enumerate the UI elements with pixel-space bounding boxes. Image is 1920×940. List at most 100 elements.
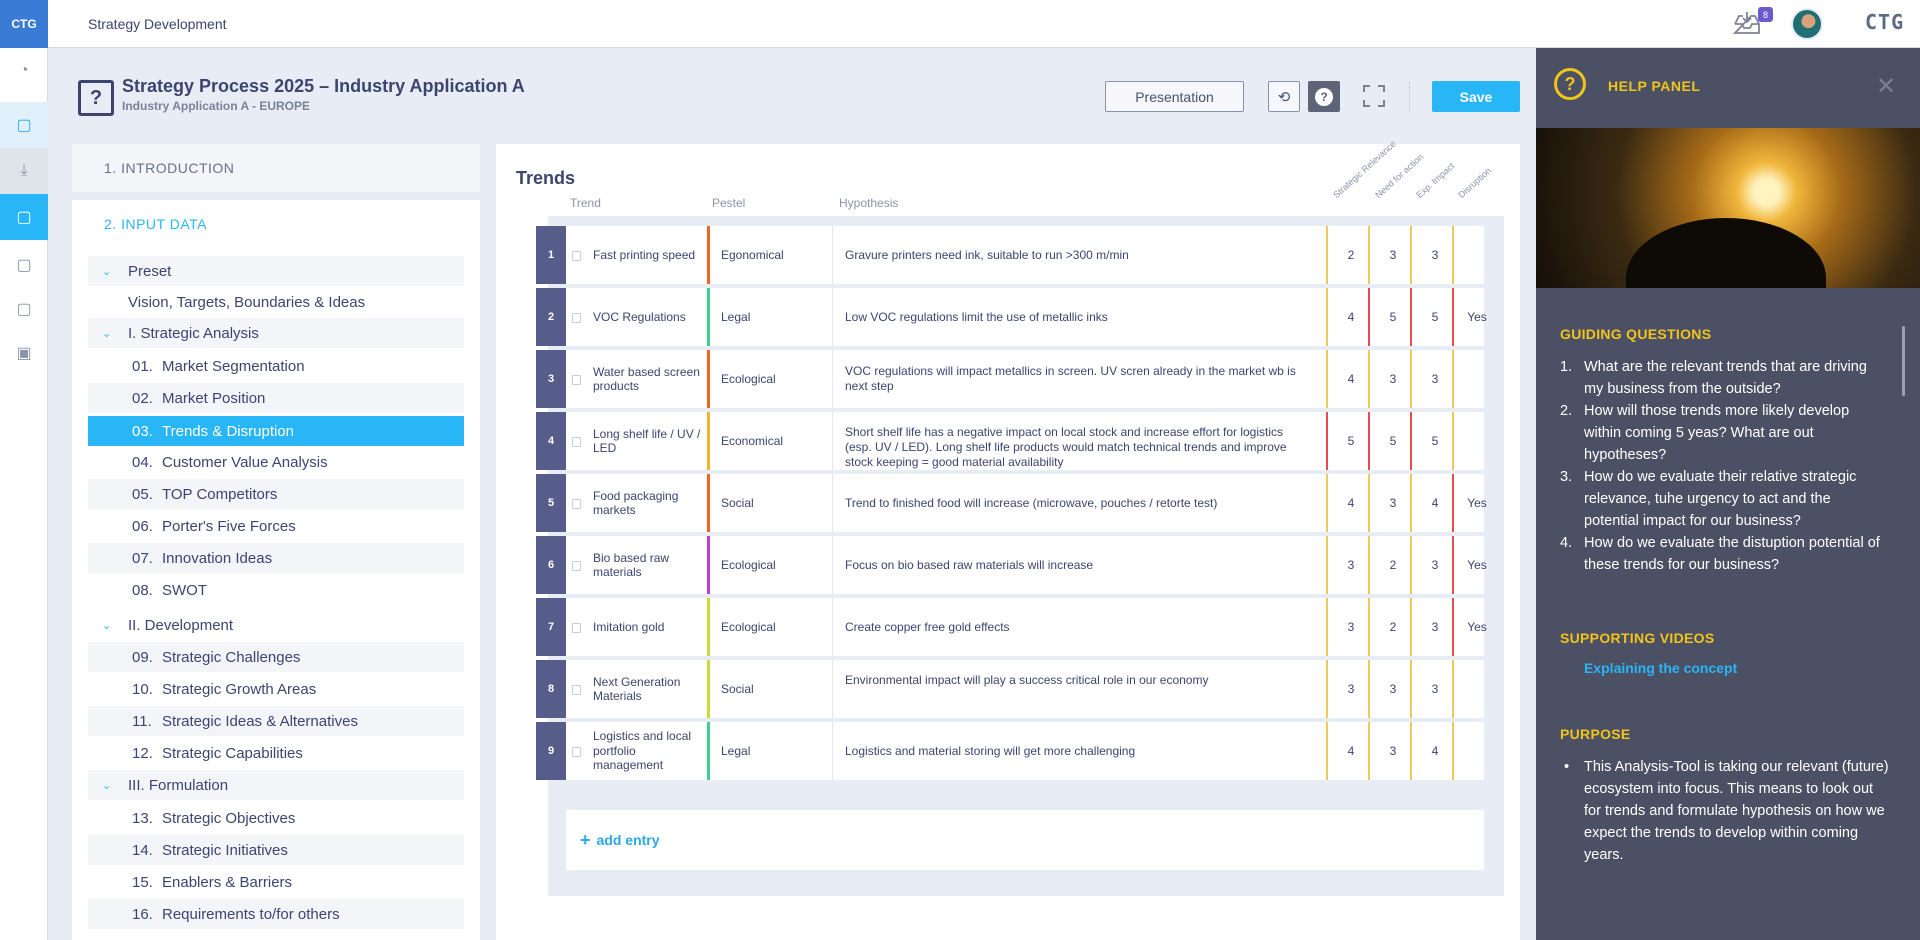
trend-cell[interactable]: VOC Regulations <box>593 309 686 324</box>
hypothesis-cell[interactable]: Focus on bio based raw materials will in… <box>845 557 1094 572</box>
trends-icon[interactable]: ▢ <box>0 194 48 240</box>
help-scrollbar[interactable] <box>1902 326 1905 396</box>
hypothesis-cell[interactable]: Short shelf life has a negative impact o… <box>845 425 1287 469</box>
note-icon[interactable] <box>572 313 581 323</box>
help-button[interactable]: ? <box>1308 81 1340 112</box>
score-cell[interactable]: 4 <box>1431 496 1439 510</box>
nav-item[interactable]: 14. Strategic Initiatives <box>88 835 464 865</box>
strategy-icon[interactable]: ▢ <box>0 102 48 148</box>
table-row[interactable]: Next Generation Materials Social Environme… <box>566 660 1484 718</box>
nav-item[interactable]: 01. Market Segmentation <box>132 357 305 375</box>
trend-cell[interactable]: Imitation gold <box>593 619 665 634</box>
row-number[interactable]: 4 <box>536 412 566 470</box>
pestel-cell[interactable]: Social <box>721 682 754 696</box>
nav-item-selected[interactable]: 03. Trends & Disruption <box>88 416 464 446</box>
pestel-cell[interactable]: Legal <box>721 744 751 758</box>
score-cell[interactable]: 3 <box>1389 372 1397 386</box>
score-cell[interactable]: 5 <box>1389 434 1397 448</box>
table-row[interactable]: Water based screen products Ecological VOC… <box>566 350 1484 408</box>
trend-cell[interactable]: Long shelf life / UV / LED <box>593 426 701 455</box>
score-cell[interactable]: 2 <box>1389 620 1397 634</box>
note-icon[interactable] <box>572 685 581 695</box>
hypothesis-cell[interactable]: Gravure printers need ink, suitable to r… <box>845 247 1129 262</box>
score-cell[interactable]: 5 <box>1389 310 1397 324</box>
nav-group-preset[interactable]: ⌄ Preset <box>88 256 464 286</box>
score-cell[interactable]: 3 <box>1347 558 1355 572</box>
nav-item[interactable]: 08. SWOT <box>132 581 207 599</box>
score-cell[interactable]: 3 <box>1431 248 1439 262</box>
nav-item[interactable]: 10. Strategic Growth Areas <box>132 680 317 698</box>
score-cell[interactable]: 3 <box>1431 558 1439 572</box>
table-row[interactable]: Fast printing speed Egonomical Gravure pri… <box>566 226 1484 284</box>
hypothesis-cell[interactable]: Trend to finished food will increase (mi… <box>845 495 1218 510</box>
nav-item[interactable]: 15. Enablers & Barriers <box>132 873 293 891</box>
note-icon[interactable] <box>572 499 581 509</box>
note-icon[interactable] <box>572 437 581 447</box>
disruption-cell[interactable] <box>1456 722 1498 780</box>
download-icon[interactable]: ⤓ <box>0 148 48 194</box>
presentation-button[interactable]: Presentation <box>1105 81 1244 112</box>
row-number[interactable]: 1 <box>536 226 566 284</box>
row-number[interactable]: 5 <box>536 474 566 532</box>
table-row[interactable]: Imitation gold Ecological Create copper fr… <box>566 598 1487 656</box>
question-icon[interactable]: ▢ <box>16 257 32 274</box>
hypothesis-cell[interactable]: Logistics and material storing will get … <box>845 743 1136 758</box>
nav-item[interactable]: 11. Strategic Ideas & Alternatives <box>88 706 464 736</box>
row-number[interactable]: 3 <box>536 350 566 408</box>
note-icon[interactable] <box>572 251 581 261</box>
nav-item[interactable]: 13. Strategic Objectives <box>132 809 296 827</box>
score-cell[interactable]: 3 <box>1347 620 1355 634</box>
score-cell[interactable]: 4 <box>1347 496 1355 510</box>
nav-item[interactable]: 09. Strategic Challenges <box>88 642 464 672</box>
hypothesis-cell[interactable]: Low VOC regulations limit the use of met… <box>845 309 1108 324</box>
score-cell[interactable]: 3 <box>1389 496 1397 510</box>
clipboard-icon[interactable]: ▣ <box>16 345 32 362</box>
disruption-cell[interactable]: Yes <box>1467 496 1487 510</box>
score-cell[interactable]: 4 <box>1347 372 1355 386</box>
nav-group-strategic-analysis[interactable]: ⌄ I. Strategic Analysis <box>88 318 464 348</box>
add-entry-button[interactable]: + add entry <box>566 810 1484 870</box>
row-number[interactable]: 7 <box>536 598 566 656</box>
score-cell[interactable]: 3 <box>1389 744 1397 758</box>
nav-introduction[interactable]: 1. INTRODUCTION <box>72 144 480 192</box>
score-cell[interactable]: 3 <box>1347 682 1355 696</box>
score-cell[interactable]: 4 <box>1347 744 1355 758</box>
trend-cell[interactable]: Logistics and local portfolio management <box>593 729 692 773</box>
score-cell[interactable]: 4 <box>1431 744 1439 758</box>
nav-item[interactable]: 06. Porter's Five Forces <box>132 517 296 535</box>
nav-group-development[interactable]: ⌄ II. Development <box>102 616 234 634</box>
row-number[interactable]: 2 <box>536 288 566 346</box>
score-cell[interactable]: 4 <box>1347 310 1355 324</box>
pestel-cell[interactable]: Social <box>721 496 754 510</box>
nav-item-vision[interactable]: Vision, Targets, Boundaries & Ideas <box>128 293 366 311</box>
score-cell[interactable]: 5 <box>1431 434 1439 448</box>
note-icon[interactable] <box>572 623 581 633</box>
score-cell[interactable]: 3 <box>1431 682 1439 696</box>
table-row[interactable]: Bio based raw materials Ecological Focus o… <box>566 536 1487 594</box>
pestel-cell[interactable]: Egonomical <box>721 248 784 262</box>
table-row[interactable]: Long shelf life / UV / LED Economical Shor… <box>566 412 1484 470</box>
disruption-cell[interactable] <box>1456 350 1498 408</box>
hypothesis-cell[interactable]: Create copper free gold effects <box>845 619 1010 634</box>
score-cell[interactable]: 3 <box>1389 248 1397 262</box>
row-number[interactable]: 6 <box>536 536 566 594</box>
score-cell[interactable]: 3 <box>1431 372 1439 386</box>
hypothesis-cell[interactable]: Environmental impact will play a success… <box>845 673 1209 687</box>
pestel-cell[interactable]: Ecological <box>721 372 776 386</box>
trend-cell[interactable]: Next Generation Materials <box>593 674 681 703</box>
nav-item[interactable]: 16. Requirements to/for others <box>88 899 464 929</box>
inbox-icon[interactable] <box>1732 10 1762 36</box>
disruption-cell[interactable] <box>1456 412 1498 470</box>
note-icon[interactable] <box>572 375 581 385</box>
note-icon[interactable] <box>572 561 581 571</box>
help-doc-icon[interactable]: ▢ <box>16 301 32 318</box>
score-cell[interactable]: 2 <box>1347 248 1355 262</box>
table-row[interactable]: Food packaging markets Social Trend to fin… <box>566 474 1487 532</box>
video-link[interactable]: Explaining the concept <box>1584 660 1738 676</box>
nav-item[interactable]: 04. Customer Value Analysis <box>132 453 328 471</box>
close-icon[interactable]: ✕ <box>1876 73 1897 100</box>
nav-group-formulation[interactable]: ⌄ III. Formulation <box>88 770 464 800</box>
pestel-cell[interactable]: Ecological <box>721 620 776 634</box>
score-cell[interactable]: 5 <box>1347 434 1355 448</box>
dashboard-icon[interactable]: ◔ <box>19 62 29 79</box>
